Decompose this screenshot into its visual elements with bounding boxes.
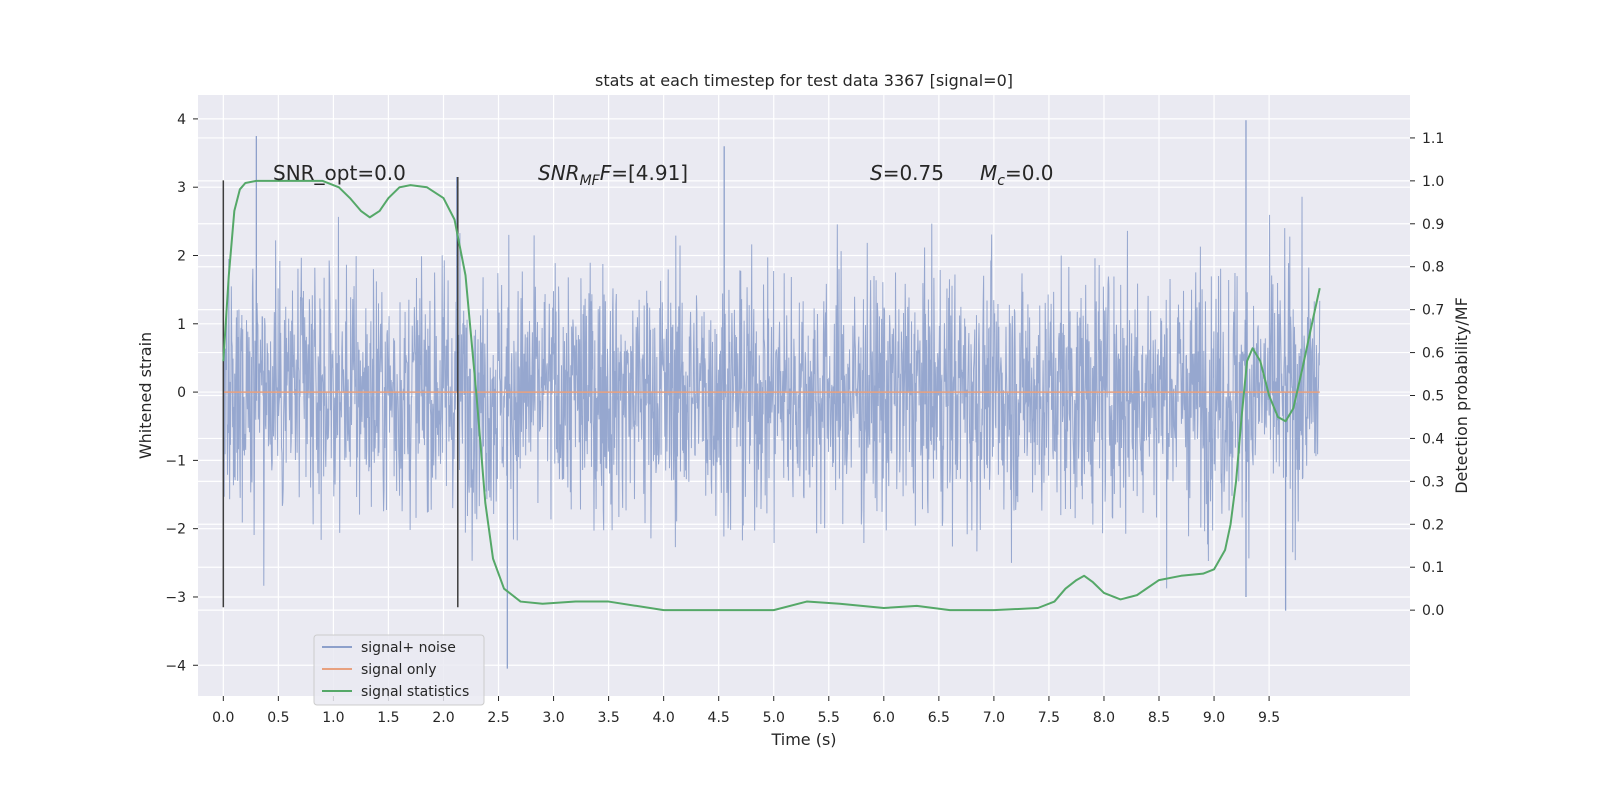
annotation-s-symbol: S: [870, 161, 883, 185]
annotation-mc-sub: c: [997, 173, 1005, 189]
y-tick-label: 2: [177, 248, 186, 264]
x-axis-label: Time (s): [770, 730, 836, 749]
annotation-s: S=0.75: [870, 161, 944, 185]
x-tick-label: 0.0: [212, 710, 234, 726]
legend-label-noise: signal+ noise: [361, 640, 456, 656]
vertical-markers: [222, 176, 459, 608]
y-tick-label: 4: [177, 112, 186, 128]
chart-title: stats at each timestep for test data 336…: [595, 71, 1013, 90]
y-tick-label: 3: [177, 180, 186, 196]
x-tick-label: 8.0: [1093, 710, 1115, 726]
stats-line: [222, 179, 1321, 612]
legend-box: [313, 634, 485, 706]
y-axis-label: Whitened strain: [136, 332, 155, 459]
annotation-snr-mf-f: F: [600, 161, 612, 185]
stats-trace: [222, 179, 1321, 612]
y2-tick-label: 0.0: [1422, 603, 1444, 619]
y-tick-label: −2: [165, 522, 186, 538]
x-tick-label: 7.0: [983, 710, 1005, 726]
legend-label-signal: signal only: [361, 662, 436, 678]
x-tick-label: 5.5: [818, 710, 840, 726]
axis-ticks: 0.0 0.5 1.0 1.5 2.0 2.5 3.0 3.5 4.0 4.5 5.0 5.5 6.0 6…: [165, 112, 1444, 726]
y2-tick-label: 0.4: [1422, 431, 1444, 447]
annotation-snr-mf-sub: MF: [580, 173, 601, 189]
x-tick-label: 5.0: [763, 710, 785, 726]
x-tick-label: 9.0: [1203, 710, 1225, 726]
x-tick-label: 2.0: [432, 710, 454, 726]
x-tick-label: 6.5: [928, 710, 950, 726]
annotation-s-value: =0.75: [883, 161, 944, 185]
y-tick-label: 0: [177, 385, 186, 401]
annotation-snr-mf: SNRMFF=[4.91]: [538, 161, 688, 189]
y2-tick-label: 0.8: [1422, 260, 1444, 276]
x-tick-label: 2.5: [487, 710, 509, 726]
annotation-mc-value: =0.0: [1005, 161, 1054, 185]
y-tick-label: −1: [165, 453, 186, 469]
y2-tick-label: 0.3: [1422, 474, 1444, 490]
legend: signal+ noise signal only signal statist…: [313, 634, 485, 706]
annotation-mc: Mc=0.0: [980, 161, 1054, 189]
y2-tick-label: 0.7: [1422, 303, 1444, 319]
noise-trace: [222, 120, 1321, 669]
y2-tick-label: 0.9: [1422, 217, 1444, 233]
x-tick-label: 0.5: [267, 710, 289, 726]
x-tick-label: 4.5: [708, 710, 730, 726]
y2-tick-label: 0.5: [1422, 389, 1444, 405]
annotation-snr-mf-prefix: SNR: [538, 161, 580, 185]
x-tick-label: 9.5: [1258, 710, 1280, 726]
annotation-snr-mf-value: =[4.91]: [611, 161, 688, 185]
x-tick-label: 8.5: [1148, 710, 1170, 726]
x-tick-label: 6.0: [873, 710, 895, 726]
legend-label-stats: signal statistics: [361, 684, 469, 700]
annotations: SNR_opt=0.0 SNRMFF=[4.91] S=0.75 Mc=0.0: [273, 161, 1054, 189]
y2-axis-label: Detection probability/MF: [1452, 297, 1471, 494]
y2-tick-label: 0.2: [1422, 517, 1444, 533]
y2-tick-label: 0.6: [1422, 346, 1444, 362]
x-tick-label: 7.5: [1038, 710, 1060, 726]
annotation-snr-opt: SNR_opt=0.0: [273, 161, 406, 185]
x-tick-label: 1.5: [377, 710, 399, 726]
x-tick-label: 1.0: [322, 710, 344, 726]
y-tick-label: −3: [165, 590, 186, 606]
y-tick-label: 1: [177, 317, 186, 333]
x-tick-label: 4.0: [653, 710, 675, 726]
x-tick-label: 3.5: [597, 710, 619, 726]
y2-tick-label: 1.1: [1422, 131, 1444, 147]
annotation-mc-symbol: M: [980, 161, 997, 185]
y2-tick-label: 0.1: [1422, 560, 1444, 576]
noise-line: [222, 196, 1321, 589]
x-tick-label: 3.0: [542, 710, 564, 726]
y2-tick-label: 1.0: [1422, 174, 1444, 190]
y-tick-label: −4: [165, 658, 186, 674]
